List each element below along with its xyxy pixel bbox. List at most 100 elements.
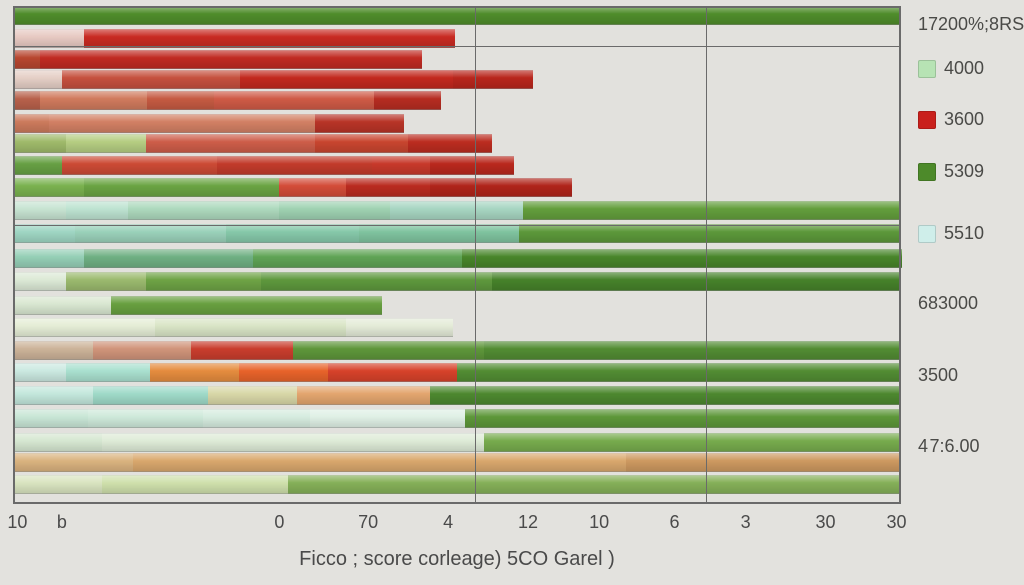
chart-bar-segment [315,114,404,133]
legend-swatch [918,111,936,129]
chart-bar-segment [484,341,901,360]
chart-bar-segment [279,201,390,220]
chart-bar-segment [146,134,315,153]
chart-plot-area [13,6,901,504]
chart-bar-segment [239,363,328,382]
chart-bar-segment [430,178,572,197]
chart-bar-row [13,318,453,337]
chart-bar-segment [146,272,261,291]
chart-canvas: 10b07041210633030Ficco ; score corleage)… [0,0,1024,585]
chart-bar-segment [84,178,279,197]
chart-bar-row [13,114,404,133]
chart-bar-segment [13,453,133,472]
chart-bar-row [13,91,441,110]
chart-bar-segment [13,91,40,110]
chart-bar-segment [13,6,901,25]
chart-bar-segment [203,409,310,428]
chart-bar-segment [40,91,147,110]
chart-bar-segment [150,363,239,382]
x-axis-tick-label: 0 [274,512,284,533]
chart-bar-segment [359,224,519,243]
x-axis-tick-label: 70 [358,512,378,533]
legend-label: 3500 [918,365,958,386]
chart-bar-row [13,272,900,291]
chart-bar-segment [328,363,457,382]
x-axis-tick-label: 30 [887,512,907,533]
chart-bar-segment [214,91,374,110]
chart-bar-segment [217,156,372,175]
chart-bar-row [13,475,901,494]
chart-bar-segment [13,363,66,382]
chart-bar-row [13,363,901,382]
chart-bar-segment [390,201,523,220]
chart-bar-segment [102,433,484,452]
chart-bar-row [13,134,492,153]
chart-bar-segment [253,249,462,268]
legend-label: 4000 [944,58,984,79]
chart-bar-segment [13,178,84,197]
x-axis-title: Ficco ; score corleage) 5CO Garel ) [299,548,615,571]
legend-swatch [918,225,936,243]
chart-bar-segment [133,453,626,472]
chart-bar-segment [13,114,49,133]
chart-gridline-horizontal [13,46,901,47]
chart-bar-segment [13,156,62,175]
chart-bar-segment [13,341,93,360]
legend-item: 4 7:6.00 [918,436,980,457]
chart-bar-segment [13,409,88,428]
chart-bar-segment [430,386,901,405]
chart-bar-segment [315,134,408,153]
chart-bar-row [13,433,901,452]
chart-bar-segment [88,409,203,428]
chart-gridline-horizontal [13,225,901,226]
legend-swatch [918,60,936,78]
chart-bar-segment [374,91,441,110]
legend-item: 3500 [918,365,958,386]
chart-bar-segment [13,318,155,337]
legend-label: 3600 [944,109,984,130]
chart-bar-segment [492,272,900,291]
chart-bar-segment [13,50,40,69]
legend-item: 4000 [918,58,984,79]
chart-bar-row [13,453,901,472]
chart-bar-segment [13,296,111,315]
x-axis-tick-label: 10 [589,512,609,533]
chart-bar-row [13,296,382,315]
chart-bar-segment [13,134,66,153]
chart-bar-segment [128,201,279,220]
chart-bar-segment [626,453,901,472]
chart-bar-segment [62,70,240,89]
chart-bar-segment [13,386,93,405]
chart-bar-segment [13,249,84,268]
chart-bar-segment [155,318,346,337]
legend-item: 683000 [918,293,978,314]
chart-bar-segment [465,409,900,428]
legend-label: 5309 [944,161,984,182]
chart-bar-segment [66,272,146,291]
chart-bar-segment [453,70,533,89]
chart-bar-segment [13,70,62,89]
chart-bar-segment [408,134,492,153]
chart-bar-segment [66,363,150,382]
chart-bar-row [13,386,901,405]
chart-bar-row [13,224,901,243]
chart-bar-segment [519,224,901,243]
chart-bar-segment [66,134,146,153]
chart-bar-segment [279,178,346,197]
legend-item: 5510 [918,223,984,244]
chart-bar-segment [66,201,128,220]
chart-bar-segment [13,201,66,220]
chart-bar-segment [62,156,217,175]
chart-bar-segment [293,341,484,360]
legend-label: 17200%;8RS [918,14,1024,35]
chart-bar-segment [13,433,102,452]
chart-bar-segment [310,409,465,428]
legend-item: 17200%;8RS [918,14,1024,35]
chart-bar-segment [111,296,382,315]
chart-bar-segment [346,318,453,337]
chart-bar-row [13,409,900,428]
x-axis-tick-label: 3 [741,512,751,533]
chart-frame [13,502,901,504]
chart-bar-row [13,156,514,175]
chart-bar-row [13,178,572,197]
